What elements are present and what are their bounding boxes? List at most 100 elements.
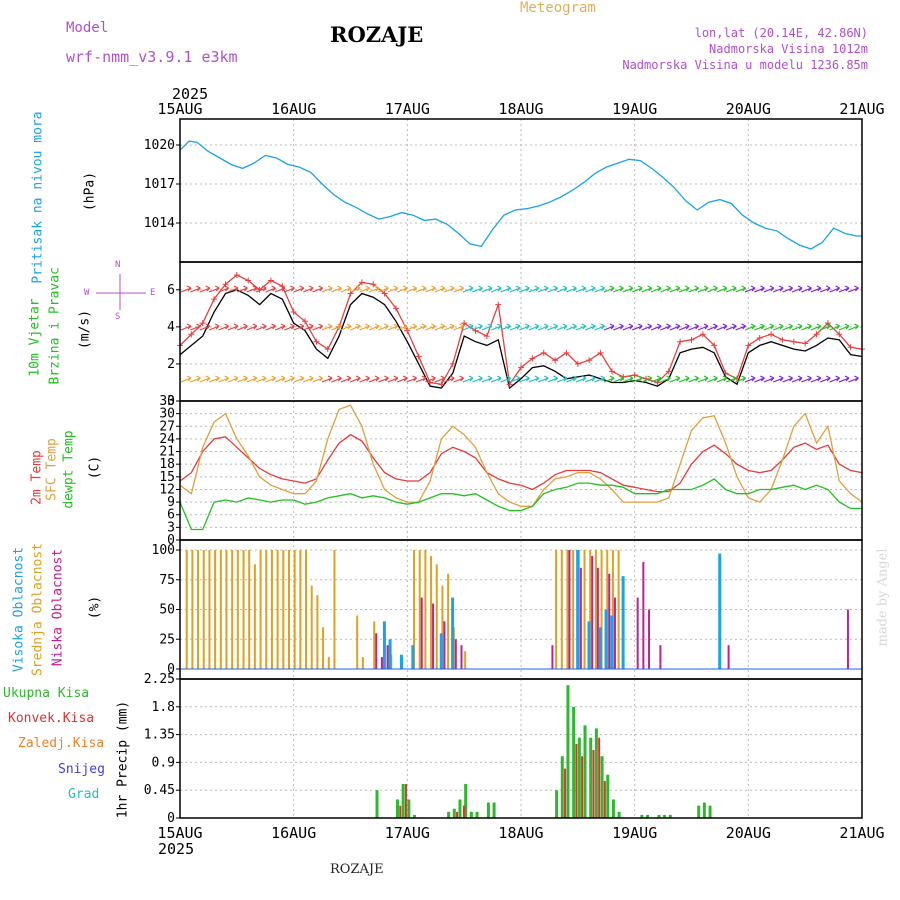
bar-srednja-oblacnost [333,550,336,669]
y-tick-label: 1017 [144,177,175,192]
wind-arrow [641,375,653,383]
y-tick-label: 0 [167,662,175,677]
bar-srednja-oblacnost [231,550,234,669]
wind-arrow [340,285,352,293]
bar-visoka-oblacnost [718,553,722,669]
bar-konvek-kisa [592,750,595,818]
wind-arrow [810,323,822,331]
wind-arrow [697,375,709,383]
wind-arrow [434,375,446,383]
gust-marker [597,349,604,356]
wind-arrow [453,323,465,331]
bar-ukupna-kisa [589,737,593,818]
bar-srednja-oblacnost [208,550,211,669]
legend-snow: Snijeg [58,762,105,777]
wind-arrow [331,375,342,383]
bar-srednja-oblacnost [310,585,313,669]
y-tick-label: 21 [159,445,175,460]
wind-arrow [566,323,577,331]
wind-arrow [368,285,380,293]
wind-arrow [237,375,248,383]
wind-arrow [528,323,540,331]
bar-ukupna-kisa [702,802,706,818]
legend-total: Ukupna Kisa [3,686,90,701]
bar-srednja-oblacnost [299,550,302,669]
wind-arrow [519,375,530,383]
gust-marker [211,296,218,303]
bar-srednja-oblacnost [202,550,205,669]
wind-arrow [425,285,436,293]
wind-arrow [763,323,775,331]
wind-arrow [490,323,502,331]
wind-arrow [246,323,258,331]
bar-srednja-oblacnost [464,651,467,669]
bar-konvek-kisa [399,805,402,818]
model-elevation-label: Nadmorska Visina u modelu 1236.85m [622,58,868,72]
bar-srednja-oblacnost [316,595,319,669]
bar-srednja-oblacnost [225,550,228,669]
wind-arrow [613,323,624,331]
gust-marker [529,355,536,362]
wind-arrow [208,323,220,331]
wind-arrow [725,285,737,293]
wind-arrow [378,323,389,331]
gust-marker [665,368,672,375]
bar-ukupna-kisa [657,814,661,818]
gust-marker [768,331,775,338]
wind-arrow [556,375,568,383]
wind-arrow [237,285,248,293]
x-tick-label-bottom: 21AUG [839,824,884,842]
wind-arrow [368,323,380,331]
wind-arrow [180,375,192,383]
bar-ukupna-kisa [395,799,399,818]
wind-arrow [791,323,803,331]
wind-arrows [180,285,859,383]
wind-arrow [641,285,653,293]
bar-niska-oblacnost [420,597,423,669]
wind-arrow [819,285,831,293]
bar-konvek-kisa [404,784,407,818]
wind-arrow [697,285,709,293]
bar-srednja-oblacnost [327,657,330,669]
bar-visoka-oblacnost [382,621,386,669]
compass-arrows [96,274,146,310]
wind-arrow [791,285,803,293]
wind-arrow [265,285,277,293]
wind-arrow [669,375,681,383]
wind-arrow [293,285,305,293]
y-tick-label: 0.9 [152,755,175,770]
bar-niska-oblacnost [642,561,645,669]
wind-arrow [302,375,314,383]
wind-arrow [255,375,267,383]
wind-arrow [707,323,718,331]
gust-marker [847,344,854,351]
wind-arrow [415,285,427,293]
bar-srednja-oblacnost [617,550,620,669]
bar-srednja-oblacnost [270,550,273,669]
wind-arrow [265,375,277,383]
wind-arrow [462,323,474,331]
wind-arrow [537,323,549,331]
y-tick-label: 6 [167,508,175,523]
wind-arrow [688,285,700,293]
y-tick-label: 24 [159,432,175,447]
bar-srednja-oblacnost [430,555,433,669]
x-tick-label-bottom: 18AUG [498,824,543,842]
gust-marker [677,338,684,345]
wind-arrow [490,375,502,383]
wind-arrow [274,375,286,383]
gust-marker [574,360,581,367]
bar-ukupna-kisa [600,756,604,818]
wind-arrow [763,285,775,293]
bar-srednja-oblacnost [560,550,563,669]
bar-niska-oblacnost [579,567,582,669]
wind-arrow [537,285,549,293]
bar-srednja-oblacnost [555,550,558,669]
wind-arrow [838,375,850,383]
wind-arrow [462,285,474,293]
bar-srednja-oblacnost [242,550,245,669]
wind-arrow [396,323,408,331]
bar-srednja-oblacnost [282,550,285,669]
gust-marker [608,368,615,375]
wind-arrow [631,285,643,293]
